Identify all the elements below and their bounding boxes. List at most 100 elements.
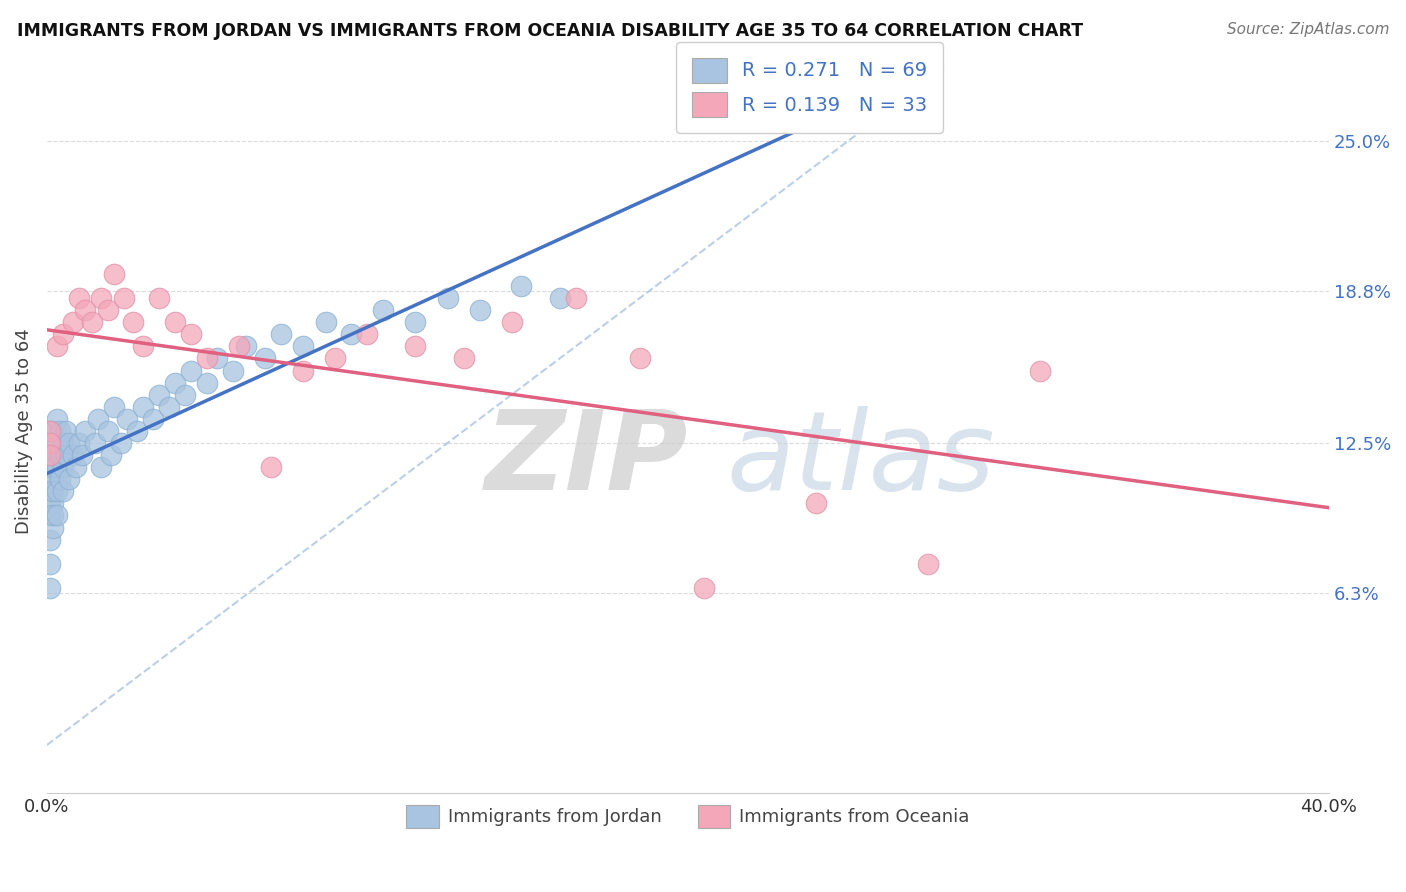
Point bbox=[48, 424, 70, 438]
Point bbox=[132, 400, 155, 414]
Y-axis label: Disability Age 35 to 64: Disability Age 35 to 64 bbox=[15, 328, 32, 533]
Point bbox=[270, 327, 292, 342]
Point bbox=[39, 460, 62, 475]
Point bbox=[373, 303, 395, 318]
Point bbox=[404, 315, 426, 329]
Point bbox=[1029, 363, 1052, 377]
Point bbox=[205, 351, 228, 366]
Text: atlas: atlas bbox=[727, 407, 995, 514]
Point bbox=[112, 291, 135, 305]
Point bbox=[228, 339, 250, 353]
Point bbox=[42, 484, 65, 499]
Point bbox=[436, 291, 458, 305]
Point bbox=[42, 508, 65, 523]
Point bbox=[468, 303, 491, 318]
Point bbox=[42, 448, 65, 462]
Point bbox=[292, 363, 315, 377]
Point bbox=[173, 387, 195, 401]
Point bbox=[62, 448, 84, 462]
Point bbox=[501, 315, 523, 329]
Point bbox=[67, 291, 90, 305]
Point bbox=[42, 424, 65, 438]
Point bbox=[404, 339, 426, 353]
Point bbox=[58, 436, 80, 450]
Point bbox=[148, 291, 170, 305]
Point bbox=[39, 533, 62, 547]
Point bbox=[45, 436, 67, 450]
Point bbox=[122, 315, 145, 329]
Point bbox=[693, 581, 716, 595]
Point bbox=[97, 424, 120, 438]
Point bbox=[80, 315, 103, 329]
Point bbox=[222, 363, 245, 377]
Point bbox=[195, 351, 218, 366]
Point bbox=[48, 472, 70, 486]
Point bbox=[39, 557, 62, 571]
Point bbox=[48, 448, 70, 462]
Text: IMMIGRANTS FROM JORDAN VS IMMIGRANTS FROM OCEANIA DISABILITY AGE 35 TO 64 CORREL: IMMIGRANTS FROM JORDAN VS IMMIGRANTS FRO… bbox=[17, 22, 1083, 40]
Point bbox=[39, 448, 62, 462]
Point bbox=[132, 339, 155, 353]
Point bbox=[45, 460, 67, 475]
Point bbox=[115, 412, 138, 426]
Point bbox=[58, 472, 80, 486]
Point bbox=[142, 412, 165, 426]
Point bbox=[157, 400, 180, 414]
Point bbox=[195, 376, 218, 390]
Point bbox=[39, 436, 62, 450]
Point bbox=[125, 424, 148, 438]
Point bbox=[325, 351, 347, 366]
Point bbox=[39, 484, 62, 499]
Point bbox=[42, 520, 65, 534]
Point bbox=[510, 279, 533, 293]
Point bbox=[356, 327, 378, 342]
Point bbox=[917, 557, 939, 571]
Point bbox=[39, 424, 62, 438]
Point bbox=[39, 424, 62, 438]
Legend: Immigrants from Jordan, Immigrants from Oceania: Immigrants from Jordan, Immigrants from … bbox=[399, 797, 977, 835]
Point bbox=[453, 351, 475, 366]
Point bbox=[42, 460, 65, 475]
Point bbox=[90, 291, 112, 305]
Point bbox=[564, 291, 586, 305]
Point bbox=[100, 448, 122, 462]
Point bbox=[39, 448, 62, 462]
Point bbox=[52, 327, 75, 342]
Point bbox=[103, 400, 125, 414]
Point bbox=[235, 339, 257, 353]
Point bbox=[87, 412, 110, 426]
Point bbox=[165, 315, 187, 329]
Point bbox=[148, 387, 170, 401]
Point bbox=[315, 315, 337, 329]
Text: Source: ZipAtlas.com: Source: ZipAtlas.com bbox=[1226, 22, 1389, 37]
Point bbox=[52, 436, 75, 450]
Point bbox=[42, 496, 65, 510]
Point bbox=[42, 472, 65, 486]
Point bbox=[90, 460, 112, 475]
Point bbox=[55, 424, 77, 438]
Point bbox=[97, 303, 120, 318]
Point bbox=[39, 581, 62, 595]
Point bbox=[804, 496, 827, 510]
Point bbox=[340, 327, 363, 342]
Point bbox=[62, 315, 84, 329]
Point bbox=[75, 303, 97, 318]
Point bbox=[52, 460, 75, 475]
Point bbox=[52, 484, 75, 499]
Point bbox=[260, 460, 283, 475]
Point bbox=[55, 448, 77, 462]
Point bbox=[45, 484, 67, 499]
Point bbox=[84, 436, 107, 450]
Point bbox=[548, 291, 571, 305]
Point bbox=[65, 460, 87, 475]
Point bbox=[180, 327, 202, 342]
Point bbox=[39, 472, 62, 486]
Point bbox=[45, 412, 67, 426]
Text: ZIP: ZIP bbox=[485, 407, 688, 514]
Point bbox=[39, 508, 62, 523]
Point bbox=[180, 363, 202, 377]
Point bbox=[45, 508, 67, 523]
Point bbox=[75, 424, 97, 438]
Point bbox=[165, 376, 187, 390]
Point bbox=[70, 448, 93, 462]
